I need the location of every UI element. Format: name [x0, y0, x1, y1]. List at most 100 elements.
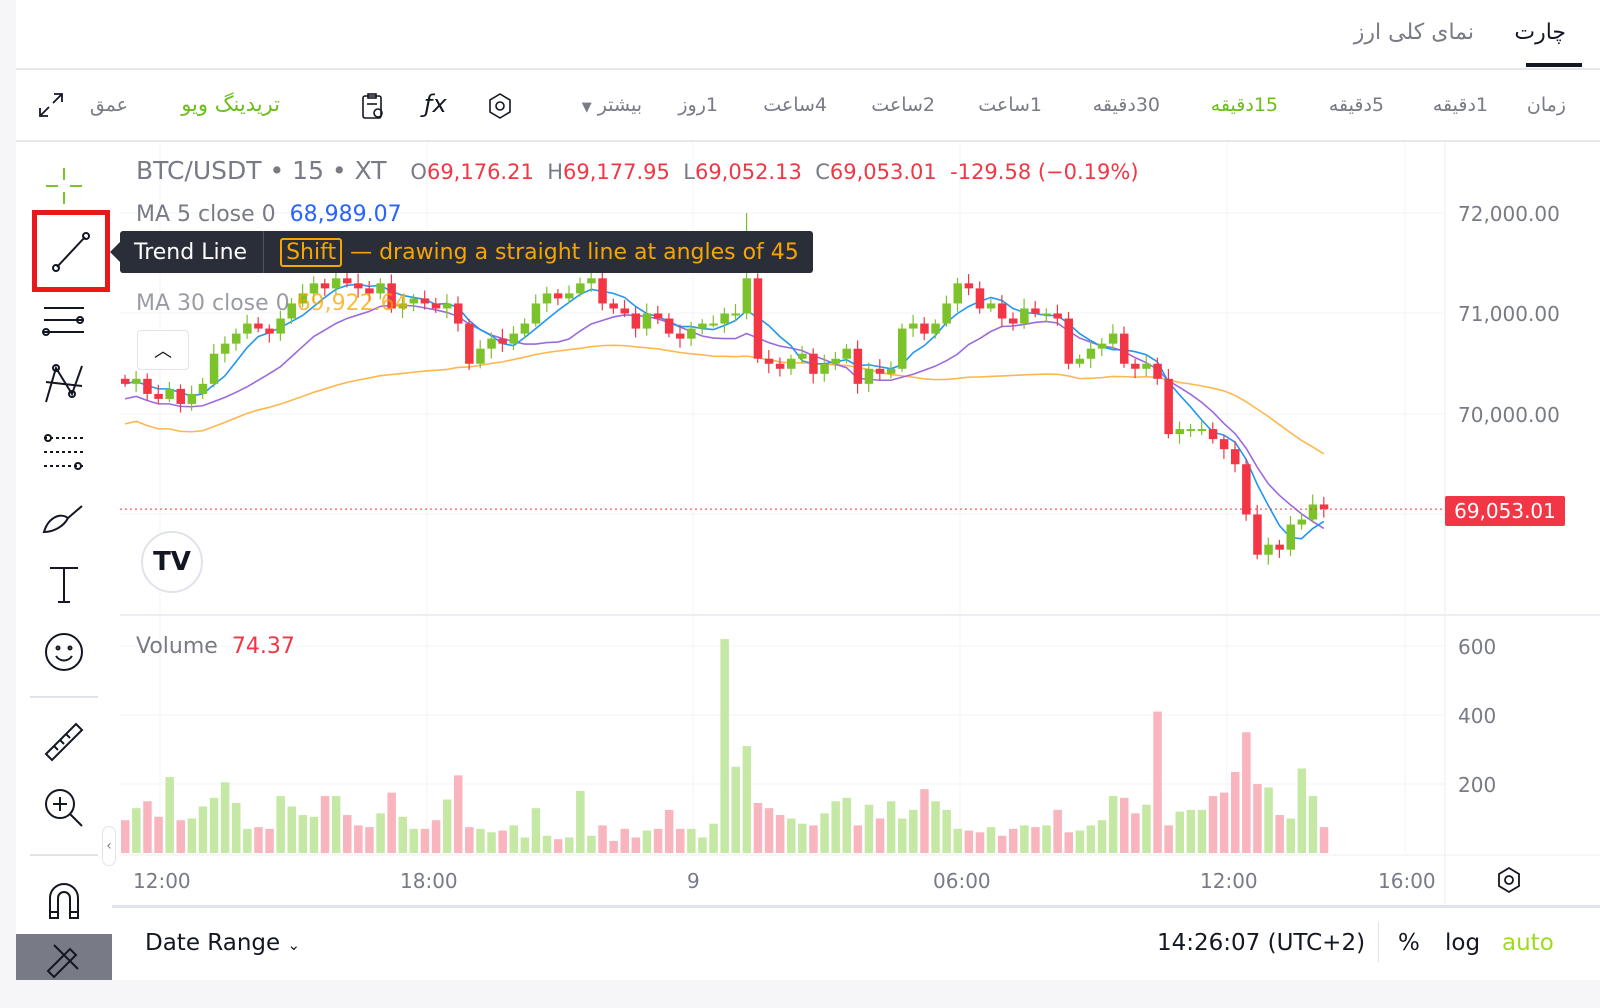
- volume-bar: [121, 820, 130, 853]
- volume-bar: [1231, 771, 1240, 853]
- candle-body: [620, 308, 629, 314]
- candle-body: [931, 323, 940, 334]
- candle-body: [698, 323, 707, 329]
- ohlc-legend: BTC/USDT • 15 • XT O69,176.21 H69,177.95…: [136, 156, 1139, 185]
- volume-bar: [920, 789, 929, 853]
- brush-tool[interactable]: [30, 488, 98, 548]
- time-tick: 12:00: [133, 869, 191, 893]
- candle-body: [1108, 333, 1118, 344]
- chart-settings-icon[interactable]: [1495, 866, 1523, 898]
- collapse-toolbar-handle[interactable]: ‹: [102, 826, 116, 866]
- candle-body: [1253, 514, 1262, 555]
- templates-icon[interactable]: [360, 92, 386, 124]
- depth-toggle[interactable]: عمق: [89, 94, 128, 116]
- volume-bar: [220, 782, 230, 853]
- candle-body: [787, 358, 796, 369]
- indicator-settings-icon[interactable]: [486, 92, 514, 124]
- candle-body: [731, 313, 740, 316]
- volume-bar: [1319, 827, 1329, 853]
- magnet-icon[interactable]: [30, 870, 98, 930]
- tab-chart[interactable]: چارت: [1514, 20, 1566, 45]
- candle-body: [853, 348, 863, 384]
- volume-label: Volume: [136, 634, 218, 659]
- tf-15m[interactable]: 15دقیقه: [1210, 94, 1278, 116]
- fullscreen-icon[interactable]: [36, 90, 66, 124]
- tab-overview[interactable]: نمای کلی ارز: [1353, 20, 1474, 45]
- volume-bar: [1086, 825, 1096, 853]
- candle-body: [154, 393, 163, 399]
- fib-tool[interactable]: [30, 422, 98, 482]
- crosshair-tool[interactable]: [30, 156, 98, 216]
- toolbar-divider: [30, 854, 98, 856]
- auto-toggle[interactable]: auto: [1502, 930, 1554, 956]
- trend-line-tool[interactable]: [32, 210, 110, 292]
- ma10-line: [124, 304, 1325, 530]
- candle-body: [298, 293, 308, 304]
- volume-legend: Volume 74.37: [136, 634, 295, 659]
- tf-5m[interactable]: 5دقیقه: [1328, 94, 1384, 116]
- tooltip-description: — drawing a straight line at angles of 4…: [350, 239, 799, 265]
- volume-bar: [1009, 828, 1018, 853]
- candle-body: [953, 283, 962, 304]
- more-dropdown[interactable]: بیشتر ▼: [582, 94, 642, 116]
- volume-bar: [420, 828, 430, 853]
- emoji-tool[interactable]: [30, 622, 98, 682]
- volume-bar: [1108, 796, 1118, 853]
- candle-body: [254, 323, 263, 329]
- volume-bar: [487, 832, 496, 853]
- candle-body: [898, 328, 907, 369]
- candle-body: [420, 298, 430, 304]
- tf-4h[interactable]: 4ساعت: [763, 94, 827, 116]
- chevron-down-icon: ⌄: [287, 936, 301, 954]
- volume-bar: [520, 837, 530, 853]
- candle-body: [354, 283, 363, 289]
- volume-bar: [1186, 809, 1196, 853]
- volume-bar: [1264, 787, 1273, 853]
- candle-body: [465, 323, 474, 364]
- candle-body: [1142, 363, 1151, 369]
- log-toggle[interactable]: log: [1445, 930, 1481, 956]
- volume-bar: [542, 835, 552, 853]
- candle-body: [831, 358, 840, 364]
- pattern-tool[interactable]: [30, 354, 98, 414]
- candle-body: [542, 293, 552, 304]
- candle-body: [909, 323, 918, 329]
- candle-body: [209, 353, 219, 384]
- time-tick: 9: [687, 869, 700, 893]
- tradingview-toggle[interactable]: تریدینگ ویو: [181, 92, 280, 116]
- ruler-tool[interactable]: [30, 712, 98, 772]
- volume-bar: [964, 830, 974, 853]
- volume-bar: [1175, 811, 1184, 853]
- zoom-in-tool[interactable]: [30, 778, 98, 838]
- candle-body: [997, 303, 1007, 319]
- tf-1d[interactable]: 1روز: [678, 94, 718, 116]
- candle-body: [565, 293, 574, 299]
- volume-bar: [343, 815, 352, 853]
- text-tool[interactable]: [30, 554, 98, 614]
- candle-body: [1164, 378, 1173, 435]
- time-tick: 06:00: [933, 869, 991, 893]
- horizontal-lines-tool[interactable]: [30, 290, 98, 350]
- date-range-dropdown[interactable]: Date Range ⌄: [145, 930, 300, 956]
- tf-2h[interactable]: 2ساعت: [871, 94, 935, 116]
- candle-body: [243, 323, 252, 334]
- volume-bar: [953, 828, 962, 853]
- volume-bar: [853, 825, 863, 853]
- collapse-legend-button[interactable]: ︿: [137, 330, 189, 370]
- volume-bar: [875, 818, 885, 853]
- volume-bar: [1020, 825, 1029, 853]
- fx-indicators-icon[interactable]: ƒx: [424, 90, 447, 118]
- volume-bar: [1208, 796, 1218, 853]
- lock-drawings-tool[interactable]: [16, 934, 112, 980]
- percent-toggle[interactable]: %: [1398, 930, 1420, 956]
- toolbar-divider: [30, 696, 98, 698]
- tf-1h[interactable]: 1ساعت: [978, 94, 1042, 116]
- open-value: 69,176.21: [426, 160, 534, 184]
- volume-bar: [986, 827, 996, 853]
- volume-bar: [709, 823, 718, 853]
- tradingview-logo[interactable]: TV: [141, 531, 203, 593]
- candle-body: [1097, 343, 1107, 349]
- tf-30m[interactable]: 30دقیقه: [1092, 94, 1160, 116]
- tf-1m[interactable]: 1دقیقه: [1432, 94, 1488, 116]
